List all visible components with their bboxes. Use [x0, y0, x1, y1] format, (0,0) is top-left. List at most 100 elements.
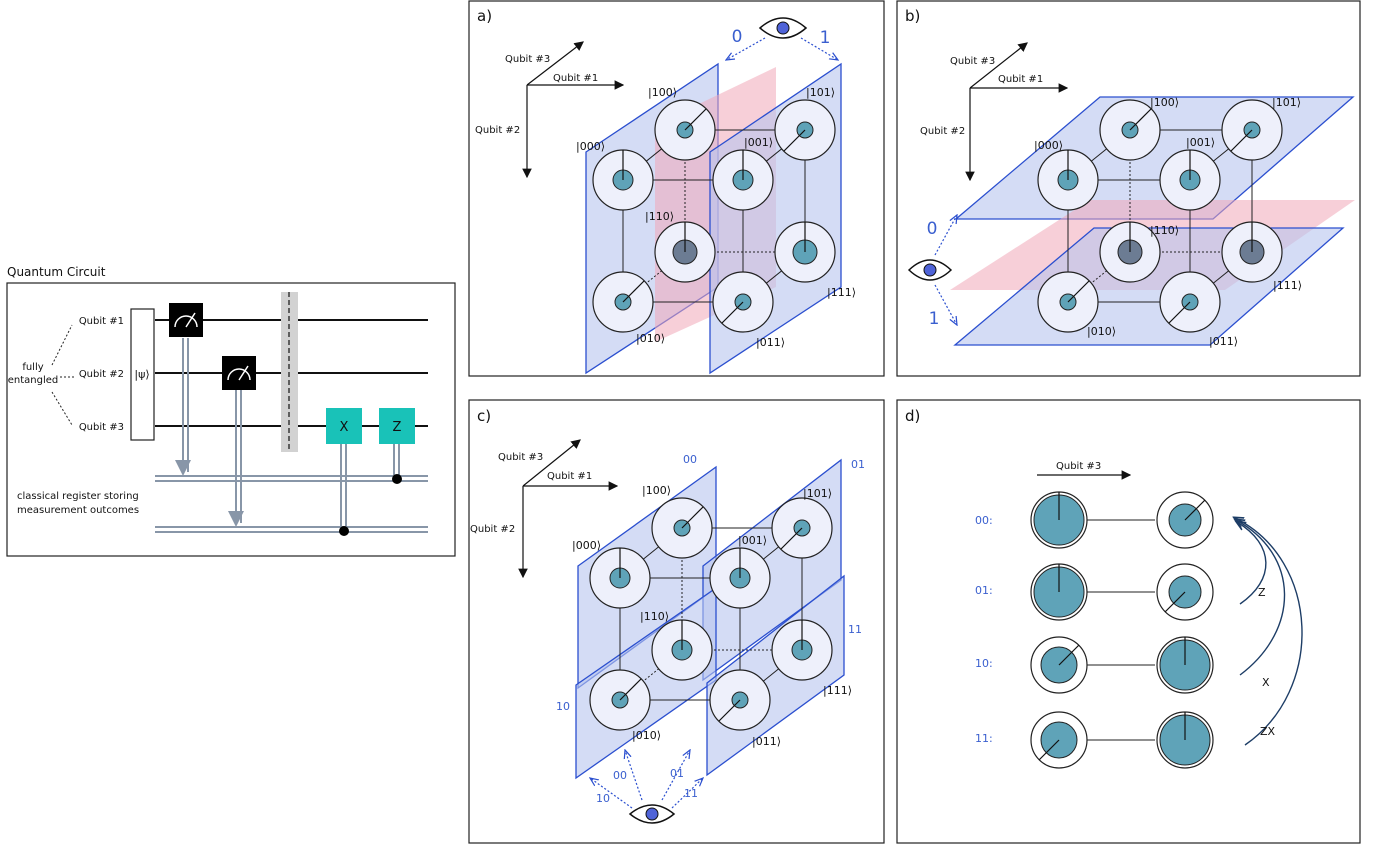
meter-icon-1	[174, 315, 198, 328]
c-eye-label-01: 01	[670, 767, 684, 780]
panel-b-label: b)	[905, 7, 920, 25]
panel-d-frame	[896, 399, 1361, 844]
panel-d-label: d)	[905, 407, 920, 425]
d-row-11-left	[1030, 711, 1088, 769]
state-001	[712, 149, 774, 211]
c-state-010	[589, 669, 651, 731]
label-110: |110⟩	[645, 210, 674, 223]
qubit-2-label: Qubit #2	[79, 369, 124, 380]
c-state-001	[709, 547, 771, 609]
c-axis-qubit3-label: Qubit #3	[498, 452, 543, 463]
c-eye-label-00: 00	[613, 769, 627, 782]
measure-gate-2	[222, 356, 256, 390]
c-eye-label-11: 11	[684, 787, 698, 800]
b-label-111: |111⟩	[1273, 279, 1302, 292]
c-label-101: |101⟩	[803, 487, 832, 500]
label-000: |000⟩	[576, 140, 605, 153]
c-eye-pupil	[645, 807, 659, 821]
c-axis-qubit2-label: Qubit #2	[470, 524, 515, 535]
c-label-111: |111⟩	[823, 684, 852, 697]
z-gate-label: Z	[393, 420, 402, 435]
view-label-0: 0	[732, 27, 743, 47]
c-eye-label-10: 10	[596, 792, 610, 805]
qubit-3-label: Qubit #3	[79, 422, 124, 433]
c-state-110	[651, 619, 713, 681]
state-111	[774, 221, 836, 283]
panel-b-frame	[896, 0, 1361, 377]
state-000	[592, 149, 654, 211]
panel-a-frame	[468, 0, 885, 377]
d-row-11-right	[1156, 711, 1214, 769]
b-state-001	[1159, 149, 1221, 211]
panel-b: b) Qubit #3 Qubit #1 Qubit #2 0 1 |000⟩	[896, 0, 1361, 377]
c-state-011	[709, 669, 771, 731]
state-101	[774, 99, 836, 161]
b-label-001: |001⟩	[1186, 136, 1215, 149]
x-control-dot	[339, 526, 349, 536]
d-arc-z	[1237, 522, 1267, 605]
b-label-100: |100⟩	[1150, 96, 1179, 109]
c-label-110: |110⟩	[640, 610, 669, 623]
d-arc-x	[1236, 520, 1286, 676]
panel-c-frame	[468, 399, 885, 844]
b-axis-qubit3-label: Qubit #3	[950, 56, 995, 67]
c-state-111	[771, 619, 833, 681]
b-label-110: |110⟩	[1150, 224, 1179, 237]
z-gate	[379, 408, 415, 444]
label-100: |100⟩	[648, 86, 677, 99]
d-row-11-label: 11:	[975, 732, 993, 745]
state-label: |ψ⟩	[134, 368, 149, 381]
c-plane-label-11: 11	[848, 623, 862, 636]
panel-a-label: a)	[477, 7, 492, 25]
c-axis-qubit3	[522, 439, 581, 487]
c-label-100: |100⟩	[642, 484, 671, 497]
label-111: |111⟩	[827, 286, 856, 299]
d-axis-qubit3-label: Qubit #3	[1056, 461, 1101, 472]
d-row-00-label: 00:	[975, 514, 993, 527]
panel-a: a) Qubit #3 Qubit #1 Qubit #2 0 1	[468, 0, 885, 377]
state-100	[654, 99, 716, 161]
b-axis-qubit1-label: Qubit #1	[998, 74, 1043, 85]
state-110	[654, 221, 716, 283]
entangle-link-1	[51, 324, 73, 366]
b-state-000	[1037, 149, 1099, 211]
d-row-01-left	[1030, 563, 1088, 621]
b-label-011: |011⟩	[1209, 335, 1238, 348]
d-row-01-label: 01:	[975, 584, 993, 597]
x-gate-label: X	[340, 420, 349, 435]
label-011: |011⟩	[756, 336, 785, 349]
axis-qubit3-label: Qubit #3	[505, 54, 550, 65]
c-state-000	[589, 547, 651, 609]
entangle-link-3	[51, 391, 73, 426]
d-arc-zx	[1235, 518, 1303, 746]
d-row-01-right	[1156, 563, 1214, 621]
c-view-arrow-01	[661, 750, 690, 801]
entangled-label-line2: entangled	[8, 375, 59, 386]
label-101: |101⟩	[806, 86, 835, 99]
d-arc-zx-label: ZX	[1260, 725, 1276, 738]
b-eye-pupil	[923, 263, 937, 277]
entangled-label-line1: fully	[22, 362, 43, 373]
c-state-101	[771, 497, 833, 559]
c-plane-label-01: 01	[851, 458, 865, 471]
panel-c-label: c)	[477, 407, 491, 425]
label-001: |001⟩	[744, 136, 773, 149]
measure-gate-1	[169, 303, 203, 337]
b-state-110	[1099, 221, 1161, 283]
state-box	[130, 308, 155, 441]
b-label-101: |101⟩	[1272, 96, 1301, 109]
eye-pupil	[776, 21, 790, 35]
b-view-label-0: 0	[927, 219, 938, 239]
c-label-011: |011⟩	[752, 735, 781, 748]
circuit-frame	[6, 282, 456, 557]
c-plane-label-10: 10	[556, 700, 570, 713]
state-011	[712, 271, 774, 333]
d-arc-z-label: Z	[1258, 586, 1266, 599]
d-row-00-left	[1030, 491, 1088, 549]
c-plane-label-00: 00	[683, 453, 697, 466]
d-arc-x-label: X	[1262, 676, 1270, 689]
meter-icon-2	[227, 368, 251, 381]
z-control-dot	[392, 474, 402, 484]
d-row-10-label: 10:	[975, 657, 993, 670]
